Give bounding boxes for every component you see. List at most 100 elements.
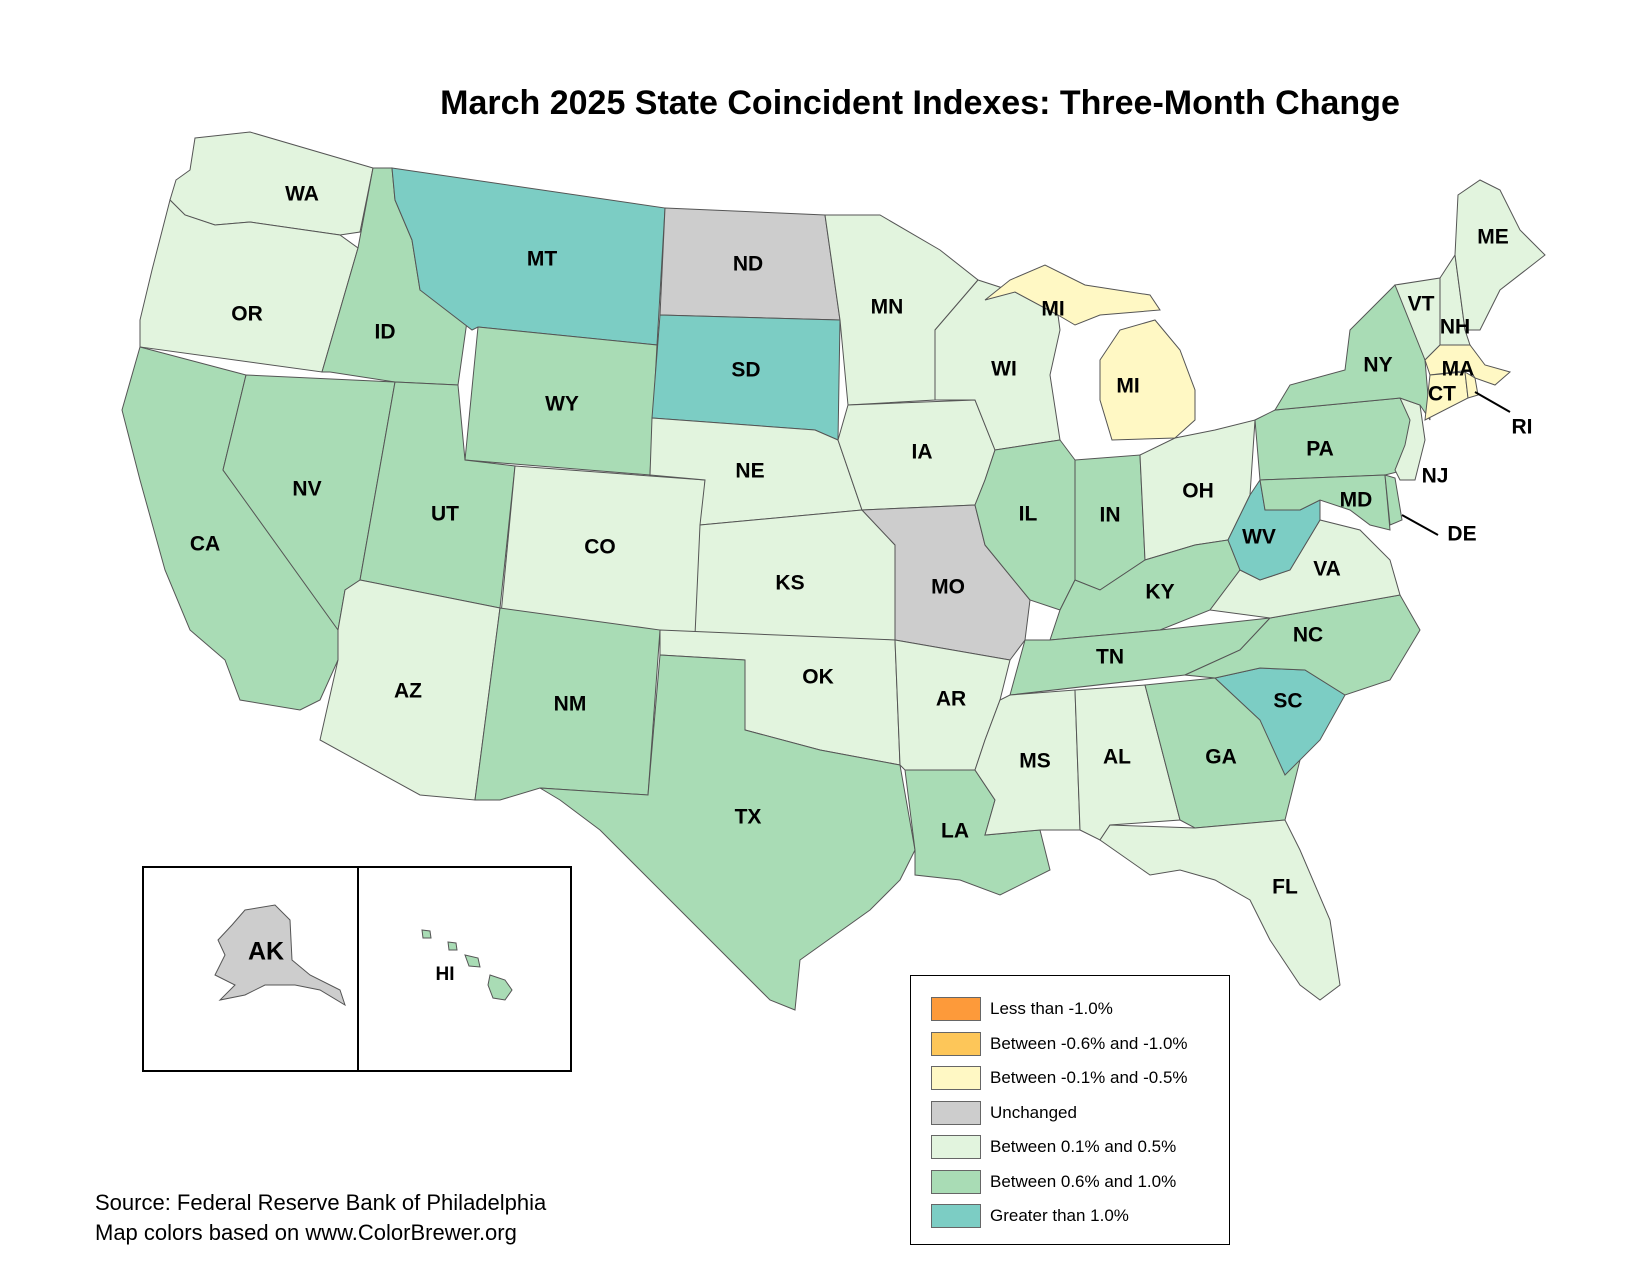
label-vt: VT [1408, 293, 1435, 316]
source-note: Source: Federal Reserve Bank of Philadel… [95, 1188, 546, 1248]
legend-swatch [931, 1066, 981, 1091]
label-ut: UT [431, 503, 459, 526]
state-TX[interactable] [539, 654, 916, 1011]
label-or: OR [231, 303, 263, 326]
label-ky: KY [1145, 581, 1174, 604]
alaska-hawaii-inset [142, 866, 572, 1072]
label-nj: NJ [1422, 465, 1449, 488]
legend-item: Between 0.1% and 0.5% [911, 1130, 1229, 1165]
legend-label: Between -0.1% and -0.5% [990, 1068, 1188, 1088]
label-wa: WA [285, 183, 319, 206]
legend-item: Greater than 1.0% [911, 1199, 1229, 1234]
state-NJ[interactable] [1394, 397, 1426, 481]
state-MI-UP[interactable] [984, 264, 1161, 326]
leader-line-ri [1474, 391, 1511, 413]
label-ar: AR [936, 688, 966, 711]
label-sd: SD [731, 359, 760, 382]
label-ok: OK [802, 666, 834, 689]
state-IL[interactable] [974, 439, 1076, 611]
label-tn: TN [1096, 646, 1124, 669]
legend-item: Between -0.6% and -1.0% [911, 1027, 1229, 1062]
inset-divider [357, 868, 359, 1070]
legend-label: Between 0.6% and 1.0% [990, 1171, 1177, 1191]
label-mi-up: MI [1041, 298, 1064, 321]
state-FL[interactable] [1099, 819, 1341, 1001]
label-la: LA [941, 820, 969, 843]
state-RI[interactable] [1464, 371, 1479, 399]
label-hi: HI [436, 964, 455, 985]
legend-label: Between 0.1% and 0.5% [990, 1137, 1177, 1157]
label-ct: CT [1428, 383, 1456, 406]
label-id: ID [375, 321, 396, 344]
label-il: IL [1019, 503, 1038, 526]
state-WA[interactable] [169, 131, 374, 236]
label-ne: NE [735, 460, 764, 483]
label-me: ME [1477, 226, 1509, 249]
state-HI-kauai[interactable] [421, 929, 432, 939]
label-oh: OH [1182, 480, 1214, 503]
legend-swatch [931, 1031, 981, 1056]
label-md: MD [1340, 489, 1373, 512]
state-DE[interactable] [1384, 474, 1403, 526]
state-HI-big[interactable] [487, 974, 513, 1001]
label-ms: MS [1019, 750, 1051, 773]
legend-label: Less than -1.0% [990, 999, 1113, 1019]
leader-line-de [1401, 514, 1439, 536]
state-HI-maui[interactable] [464, 954, 481, 968]
state-HI-oahu[interactable] [447, 941, 458, 951]
label-mt: MT [527, 248, 557, 271]
legend-swatch [931, 1135, 981, 1160]
label-va: VA [1313, 558, 1341, 581]
label-nv: NV [292, 478, 321, 501]
state-NC[interactable] [1183, 594, 1421, 696]
label-nm: NM [554, 693, 587, 716]
state-MT[interactable] [391, 167, 666, 346]
label-co: CO [584, 536, 616, 559]
map-title: March 2025 State Coincident Indexes: Thr… [440, 84, 1400, 122]
label-ak: AK [248, 938, 284, 966]
legend: Less than -1.0% Between -0.6% and -1.0% Be… [910, 975, 1230, 1245]
label-ia: IA [912, 441, 933, 464]
label-wy: WY [545, 393, 579, 416]
legend-label: Greater than 1.0% [990, 1206, 1129, 1226]
label-wv: WV [1242, 526, 1276, 549]
label-mi-lp: MI [1116, 375, 1139, 398]
legend-swatch [931, 1100, 981, 1125]
state-AK[interactable] [214, 904, 346, 1007]
label-ma: MA [1442, 358, 1475, 381]
legend-swatch [931, 1204, 981, 1229]
colorbrewer-credit: Map colors based on www.ColorBrewer.org [95, 1220, 517, 1245]
label-de: DE [1447, 523, 1476, 546]
legend-item: Unchanged [911, 1096, 1229, 1131]
label-nc: NC [1293, 624, 1323, 647]
state-labels: WA OR CA ID NV MT WY UT AZ CO NM ND SD N… [190, 183, 1533, 985]
label-mn: MN [871, 296, 904, 319]
legend-item: Less than -1.0% [911, 992, 1229, 1027]
state-PA[interactable] [1254, 397, 1416, 481]
label-ks: KS [775, 572, 804, 595]
legend-label: Between -0.6% and -1.0% [990, 1033, 1188, 1053]
label-pa: PA [1306, 438, 1334, 461]
label-fl: FL [1272, 876, 1298, 899]
state-ME[interactable] [1454, 179, 1546, 331]
label-tx: TX [735, 806, 762, 829]
state-NH[interactable] [1439, 253, 1471, 346]
legend-swatch [931, 1169, 981, 1194]
source-line: Source: Federal Reserve Bank of Philadel… [95, 1190, 547, 1215]
state-MI-LP[interactable] [1099, 319, 1196, 441]
label-nd: ND [733, 253, 763, 276]
label-al: AL [1103, 746, 1131, 769]
label-ca: CA [190, 533, 220, 556]
legend-item: Between 0.6% and 1.0% [911, 1165, 1229, 1200]
label-in: IN [1100, 504, 1121, 527]
label-nh: NH [1440, 316, 1470, 339]
label-mo: MO [931, 576, 965, 599]
label-ri: RI [1512, 416, 1533, 439]
state-MA[interactable] [1424, 344, 1512, 386]
label-ny: NY [1363, 354, 1392, 377]
label-wi: WI [991, 358, 1017, 381]
legend-swatch [931, 997, 981, 1022]
label-sc: SC [1273, 690, 1302, 713]
label-ga: GA [1205, 746, 1237, 769]
